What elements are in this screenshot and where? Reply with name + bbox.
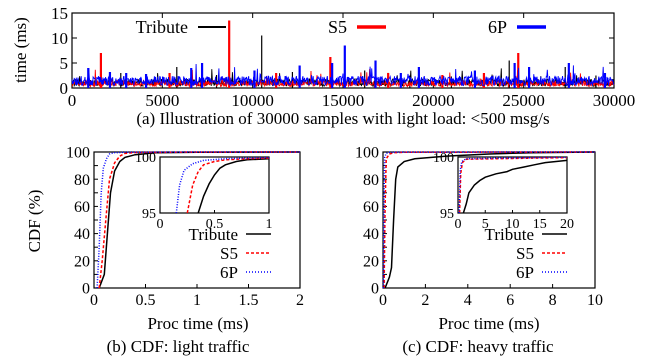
panel-c-x-tick-label-2: 4	[464, 292, 472, 309]
panel-a-y-tick-label-2: 10	[51, 29, 68, 48]
panel-c-inset-frame	[457, 156, 568, 214]
panel-a-x-tick-label-4: 20000	[412, 91, 455, 110]
panel-b-y-tick-label-8: 80	[74, 172, 90, 189]
panel-c-caption: (c) CDF: heavy traffic	[402, 337, 554, 356]
panel-a-x-tick-label-1: 5000	[145, 91, 179, 110]
panel-c-inset-x-tick-label-2: 10	[506, 217, 520, 232]
panel-b-x-tick-label-0: 0	[90, 292, 98, 309]
legend-c-6p-label: 6P	[516, 263, 534, 282]
panel-b-y-tick-label-2: 20	[74, 253, 90, 270]
panel-c-series-lines	[382, 151, 596, 289]
panel-b-legend: Tribute S5 6P	[189, 225, 271, 282]
panel-a-x-tick-label-0: 0	[68, 91, 77, 110]
panel-a-y-tick-label-1: 5	[60, 54, 69, 73]
legend-a-s5-label: S5	[328, 17, 347, 37]
panel-b-inset-x-tick-label-2: 1	[266, 217, 273, 232]
panel-b-series-s5	[98, 151, 301, 289]
panel-b-x-tick-label-2: 1	[193, 292, 201, 309]
panel-b-inset-series-lines	[175, 157, 269, 213]
panel-b-inset-x-tick-label-1: 0.5	[206, 217, 224, 232]
panel-b-y-tick-label-10: 100	[66, 145, 90, 162]
panel-c-y-tick-label-8: 80	[363, 172, 379, 189]
panel-b-x-tick-label-4: 2	[296, 292, 304, 309]
panel-a-x-tick-label-3: 15000	[322, 91, 365, 110]
panel-a-x-tick-label-5: 25000	[502, 91, 545, 110]
panel-b-y-tick-label-4: 40	[74, 226, 90, 243]
panel-b-inset-y-tick-label-1: 100	[135, 151, 156, 166]
panel-c-x-tick-label-3: 6	[506, 292, 514, 309]
panel-c-legend: Tribute S5 6P	[485, 225, 567, 282]
panel-c-y-tick-label-4: 40	[363, 226, 379, 243]
panel-a-y-tick-label-0: 0	[60, 79, 69, 98]
legend-a-6p-label: 6P	[488, 17, 507, 37]
panel-b-x-tick-label-3: 1.5	[239, 292, 259, 309]
panel-c-y-tick-label-0: 0	[371, 281, 379, 298]
panel-b-inset: 0 0.5 1 95 100	[135, 151, 273, 232]
panel-a-time-series: 0 5000 10000 15000 20000 25000 30000 0 5 10 15 tim…	[11, 4, 635, 128]
panel-a-series-6p	[71, 45, 615, 88]
panel-c-x-axis-label: Proc time (ms)	[438, 314, 539, 333]
panel-b-y-axis-label: CDF (%)	[25, 190, 44, 253]
legend-a-tribute-label: Tribute	[136, 17, 188, 37]
panel-c-inset-y-tick-label-0: 95	[440, 207, 454, 222]
panel-a-x-tick-label-6: 30000	[593, 91, 636, 110]
panel-b-caption: (b) CDF: light traffic	[107, 337, 250, 356]
panel-b-y-tick-label-0: 0	[82, 281, 90, 298]
panel-a-caption: (a) Illustration of 30000 samples with l…	[136, 109, 549, 128]
panel-a-band-6p	[71, 63, 615, 87]
panel-c-x-tick-label-5: 10	[587, 292, 603, 309]
legend-c-tribute-label: Tribute	[485, 225, 534, 244]
panel-b-series-6p	[96, 151, 300, 289]
panel-c-inset-series-lines	[458, 157, 567, 213]
panel-c-x-tick-label-4: 8	[549, 292, 557, 309]
panel-c-x-tick-label-1: 2	[421, 292, 429, 309]
legend-b-tribute-label: Tribute	[189, 225, 238, 244]
panel-a-legend: Tribute S5 6P	[136, 17, 546, 37]
panel-a-x-tick-label-2: 10000	[231, 91, 274, 110]
panel-c-inset-x-tick-label-3: 15	[533, 217, 547, 232]
panel-c-x-tick-label-0: 0	[379, 292, 387, 309]
panel-c-series-tribute	[384, 151, 596, 289]
panel-c-inset-x-tick-label-1: 5	[482, 217, 489, 232]
panel-c-y-tick-label-6: 60	[363, 199, 379, 216]
panel-c-y-tick-label-2: 20	[363, 253, 379, 270]
panel-b-inset-ticks: 0 0.5 1 95 100	[135, 151, 273, 232]
legend-b-s5-label: S5	[220, 244, 238, 263]
panel-c-inset-series-tribute	[462, 159, 567, 213]
panel-a-y-axis-label: time (ms)	[11, 17, 30, 83]
panel-c-series-s5	[383, 151, 596, 289]
panel-c-y-tick-label-10: 100	[355, 145, 379, 162]
panel-c-inset-x-tick-label-0: 0	[455, 217, 462, 232]
panel-b-inset-series-tribute	[197, 157, 269, 213]
panel-b-x-axis-label: Proc time (ms)	[147, 314, 248, 333]
panel-c-inset-ticks: 0 5 10 15 20 95 100	[433, 151, 574, 232]
panel-a-ticks: 0 5000 10000 15000 20000 25000 30000 0 5 10 15	[51, 4, 635, 110]
panel-b-series-lines	[96, 151, 301, 289]
panel-c-inset-y-tick-label-1: 100	[433, 151, 454, 166]
legend-c-s5-label: S5	[516, 244, 534, 263]
panel-b-inset-x-tick-label-0: 0	[157, 217, 164, 232]
panel-c-inset: 0 5 10 15 20 95 100	[433, 151, 574, 232]
panel-b-inset-y-tick-label-0: 95	[142, 207, 156, 222]
panel-b-y-tick-label-6: 60	[74, 199, 90, 216]
panel-b-x-tick-label-1: 0.5	[136, 292, 156, 309]
panel-a-series-lines	[71, 20, 615, 89]
panel-a-y-tick-label-3: 15	[51, 4, 68, 23]
panel-b-inset-frame	[159, 156, 270, 214]
legend-b-6p-label: 6P	[220, 263, 238, 282]
panel-c-inset-x-tick-label-4: 20	[560, 217, 574, 232]
panel-b-inset-series-s5	[186, 157, 269, 213]
